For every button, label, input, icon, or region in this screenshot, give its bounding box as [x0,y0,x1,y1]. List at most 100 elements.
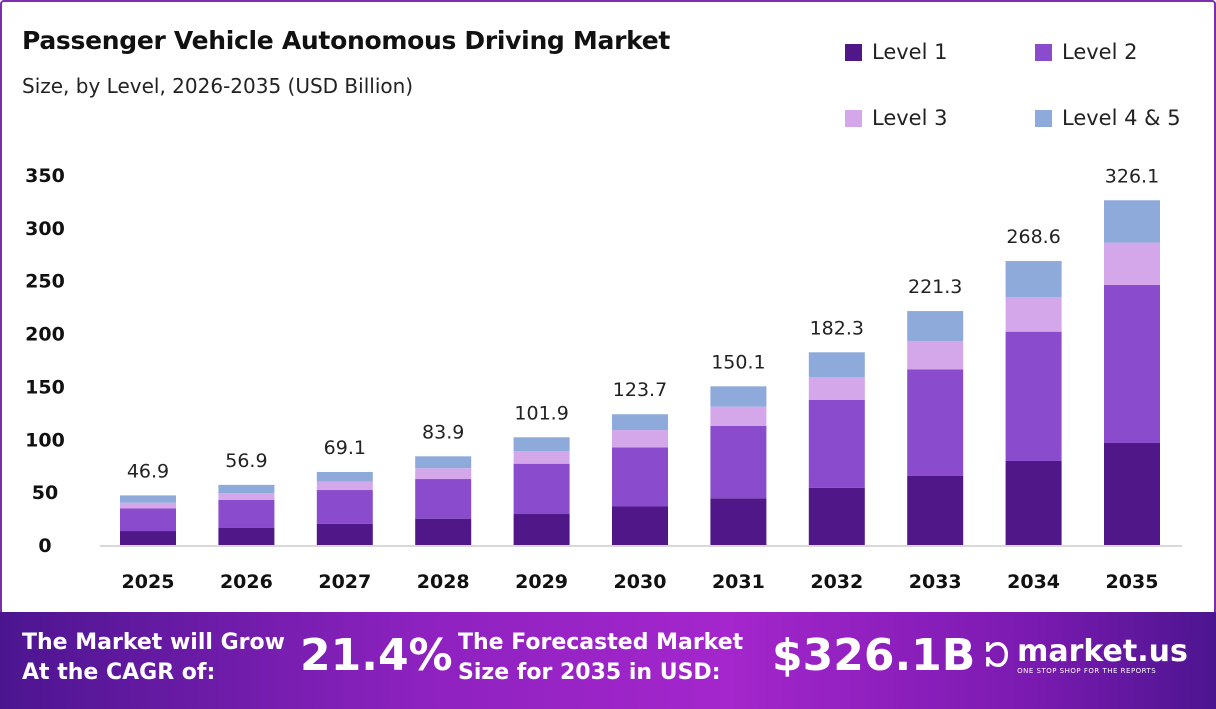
market-size-value: $326.1B [772,630,976,681]
x-tick-label: 2030 [614,571,667,593]
x-tick-label: 2031 [712,571,765,593]
x-tick-label: 2032 [810,571,863,593]
bar-segment-level-2 [612,447,668,507]
y-tick-label: 150 [25,376,65,398]
legend-swatch [1035,43,1052,61]
legend-label: Level 4 & 5 [1062,106,1181,130]
x-tick-label: 2035 [1106,571,1159,593]
bar-segment-level-4-5 [415,456,472,469]
total-data-label: 83.9 [422,421,464,443]
cagr-label-line-1: The Market will Grow [22,630,285,655]
x-tick-label: 2025 [122,571,175,593]
bar-segment-level-1 [612,506,668,545]
legend-label: Level 2 [1062,40,1138,64]
bar-segment-level-2 [218,499,275,528]
stacked-bar-chart: 0 50 100 150 200 250 300 350 46.9 2025 56.9 2026 69.… [25,165,1182,593]
bar-segment-level-3 [120,502,176,509]
bar-segment-level-2 [415,479,472,519]
market-size-label-line-1: The Forecasted Market [458,630,744,655]
bar-segment-level-4-5 [612,414,668,431]
legend-swatch [845,109,862,127]
bar-segment-level-4-5 [218,484,275,494]
total-data-label: 123.7 [613,379,667,401]
y-tick-label: 50 [32,482,58,504]
bar-segment-level-3 [808,377,865,400]
y-tick-label: 300 [25,218,65,240]
legend-label: Level 3 [872,106,948,130]
chart-title: Passenger Vehicle Autonomous Driving Mar… [22,26,671,55]
bar-segment-level-4-5 [907,311,964,341]
bar-segment-level-2 [120,508,176,532]
cagr-value: 21.4% [300,630,453,681]
y-tick-label: 100 [25,429,65,451]
legend-item-level-4-5: Level 4 & 5 [1035,106,1181,130]
bar-segment-level-3 [218,493,275,500]
total-data-label: 46.9 [127,460,169,482]
bar-segment-level-2 [710,425,767,499]
bar-segment-level-3 [907,340,964,370]
y-tick-label: 350 [25,165,65,187]
total-data-label: 326.1 [1105,165,1159,187]
bar-segment-level-1 [415,518,472,545]
y-tick-label: 250 [25,271,65,293]
legend-label: Level 1 [872,40,948,64]
total-data-label: 182.3 [810,317,864,339]
bar-segment-level-1 [808,487,865,545]
bar-segment-level-4-5 [710,386,767,407]
bar-segment-level-3 [316,481,373,491]
x-tick-label: 2027 [318,571,371,593]
x-tick-label: 2034 [1007,571,1060,593]
bar-segment-level-2 [1104,284,1160,443]
total-data-label: 101.9 [514,402,568,424]
bar-segment-level-1 [710,498,767,545]
brand-logo: ᘰ market.us ONE STOP SHOP FOR THE REPORT… [985,636,1188,675]
y-tick-label: 200 [25,324,65,346]
market-us-logo-icon: ᘰ [985,636,1010,674]
bar-segment-level-4-5 [1104,200,1160,243]
bar-segment-level-1 [316,523,373,545]
bar-segment-level-2 [907,369,964,476]
cagr-label: The Market will Grow At the CAGR of: [22,628,285,688]
total-data-label: 69.1 [324,437,366,459]
cagr-label-line-2: At the CAGR of: [22,660,216,685]
bar-segment-level-2 [808,399,865,488]
x-tick-label: 2029 [515,571,568,593]
total-data-label: 221.3 [908,276,962,298]
total-data-label: 268.6 [1006,226,1060,248]
legend-item-level-2: Level 2 [1035,40,1137,64]
bar-segment-level-3 [513,451,570,464]
bar-segment-level-4-5 [120,495,176,503]
legend-item-level-3: Level 3 [845,106,947,130]
brand-tagline: ONE STOP SHOP FOR THE REPORTS [1017,666,1157,675]
legend: Level 1 Level 2 Level 3 Level 4 & 5 [845,40,1205,140]
bar-segment-level-1 [907,475,964,545]
x-tick-label: 2028 [417,571,470,593]
total-data-label: 150.1 [711,351,765,373]
bar-segment-level-2 [1005,331,1062,461]
bar-segment-level-1 [218,527,275,545]
market-size-label: The Forecasted Market Size for 2035 in U… [458,628,743,688]
chart-subtitle: Size, by Level, 2026-2035 (USD Billion) [22,74,414,98]
bar-segment-level-3 [710,406,767,426]
bar-segment-level-1 [120,531,176,545]
y-tick-label: 0 [38,535,51,557]
summary-banner: The Market will Grow At the CAGR of: 21.… [0,612,1216,709]
bar-segment-level-3 [1005,297,1062,332]
bar-segment-level-1 [1005,460,1062,545]
legend-swatch [1035,109,1052,127]
bar-segment-level-4-5 [1005,261,1062,298]
bar-segment-level-4-5 [316,471,373,482]
total-data-label: 56.9 [225,450,267,472]
bar-segment-level-3 [415,468,472,480]
bar-segment-level-1 [1104,442,1160,545]
legend-item-level-1: Level 1 [845,40,947,64]
bar-segment-level-4-5 [808,352,865,378]
bar-segment-level-4-5 [513,437,570,452]
brand-name: market.us [1017,633,1188,669]
bar-segment-level-3 [1104,242,1160,285]
bar-segment-level-2 [513,463,570,515]
x-tick-label: 2026 [220,571,273,593]
bar-segment-level-1 [513,514,570,545]
legend-swatch [845,43,862,61]
bar-segment-level-3 [612,430,668,448]
